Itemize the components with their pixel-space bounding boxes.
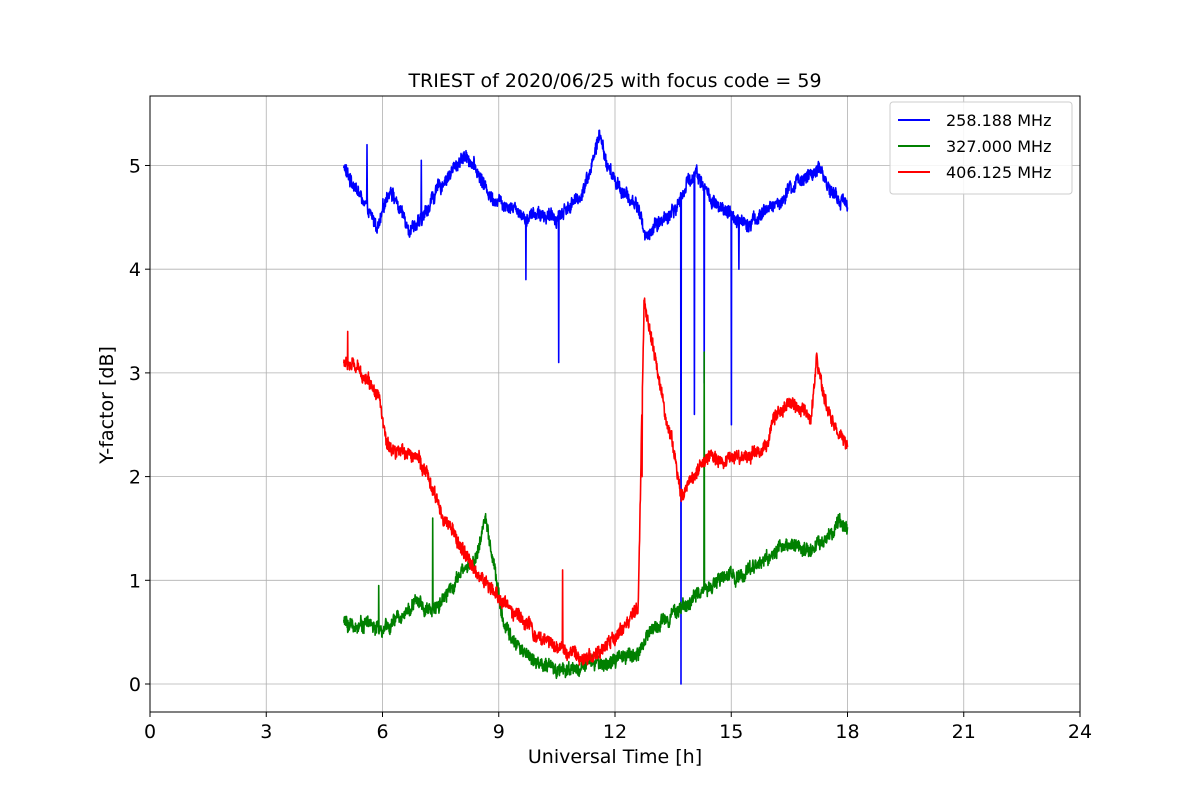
x-tick-label: 0 xyxy=(144,721,156,743)
y-tick-label: 3 xyxy=(129,363,141,385)
y-tick-label: 4 xyxy=(129,259,141,281)
x-tick-label: 3 xyxy=(260,721,272,743)
series-line-3 xyxy=(343,297,849,666)
series-layer xyxy=(343,129,849,685)
x-tick-label: 15 xyxy=(719,721,743,743)
legend: 258.188 MHz 327.000 MHz 406.125 MHz xyxy=(889,101,1073,195)
y-tick-label: 5 xyxy=(129,155,141,177)
series-line-2 xyxy=(343,351,849,680)
y-tick-label: 2 xyxy=(129,467,141,489)
legend-label: 258.188 MHz xyxy=(946,111,1051,130)
x-tick-label: 12 xyxy=(603,721,627,743)
x-tick-label: 24 xyxy=(1068,721,1092,743)
x-tick-label: 6 xyxy=(376,721,388,743)
chart-title: TRIEST of 2020/06/25 with focus code = 5… xyxy=(407,70,821,92)
x-tick-label: 18 xyxy=(835,721,859,743)
y-tick-label: 0 xyxy=(129,674,141,696)
series-line-1 xyxy=(343,129,849,685)
x-axis: 0 3 6 9 12 15 18 21 24 xyxy=(144,712,1092,743)
y-axis: 0 1 2 3 4 5 xyxy=(129,155,150,696)
x-axis-label: Universal Time [h] xyxy=(528,746,702,768)
y-axis-label: Y-factor [dB] xyxy=(96,346,118,465)
x-tick-label: 9 xyxy=(493,721,505,743)
x-tick-label: 21 xyxy=(952,721,976,743)
legend-box xyxy=(889,101,1073,195)
y-tick-label: 1 xyxy=(129,570,141,592)
legend-label: 327.000 MHz xyxy=(946,137,1051,156)
legend-label: 406.125 MHz xyxy=(946,163,1051,182)
